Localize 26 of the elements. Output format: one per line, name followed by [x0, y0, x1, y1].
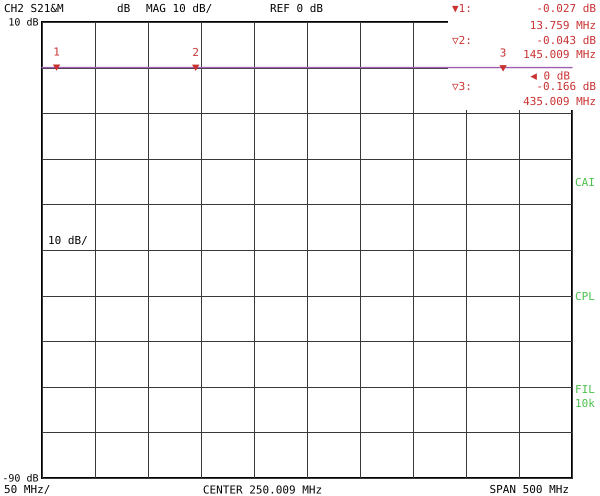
annotation: 10 dB/ — [48, 234, 88, 247]
annotation: 1 — [53, 46, 60, 59]
annotation: -0.166 dB — [536, 80, 596, 93]
text: dB — [117, 2, 131, 15]
text: ▼1: — [452, 2, 472, 15]
y-tick-label: -90 dB — [2, 474, 38, 484]
text: CAI — [575, 176, 595, 189]
y-tick-label: 10 dB — [8, 18, 38, 28]
text: -0.027 dB — [536, 2, 596, 15]
text: CPL — [575, 290, 596, 303]
text: MAG 10 dB/ — [146, 2, 212, 15]
annotation: 2 — [192, 46, 200, 59]
annotation: 13.759 MHz — [530, 19, 596, 32]
annotation: 435.009 MHz — [523, 95, 596, 108]
annotation: 3 — [500, 46, 506, 60]
chart-title: CH2 S21&M — [4, 2, 64, 15]
annotation: -0.043 dB — [536, 34, 596, 47]
annotation: 145.009 MHz — [523, 48, 596, 61]
annotation: ▽3: — [452, 80, 472, 93]
x-axis-title: CENTER 250.009 MHz — [202, 484, 322, 496]
text: FIL 10k — [575, 383, 596, 410]
annotation: ◀ 0 dB — [530, 70, 570, 83]
annotation: ▽2: — [452, 34, 472, 47]
text: REF 0 dB — [270, 2, 324, 15]
text: 50 MHz/ — [4, 483, 50, 496]
text: SPAN 500 MHz — [490, 483, 569, 496]
